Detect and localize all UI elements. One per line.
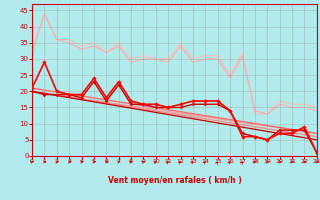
X-axis label: Vent moyen/en rafales ( km/h ): Vent moyen/en rafales ( km/h ) bbox=[108, 176, 241, 185]
